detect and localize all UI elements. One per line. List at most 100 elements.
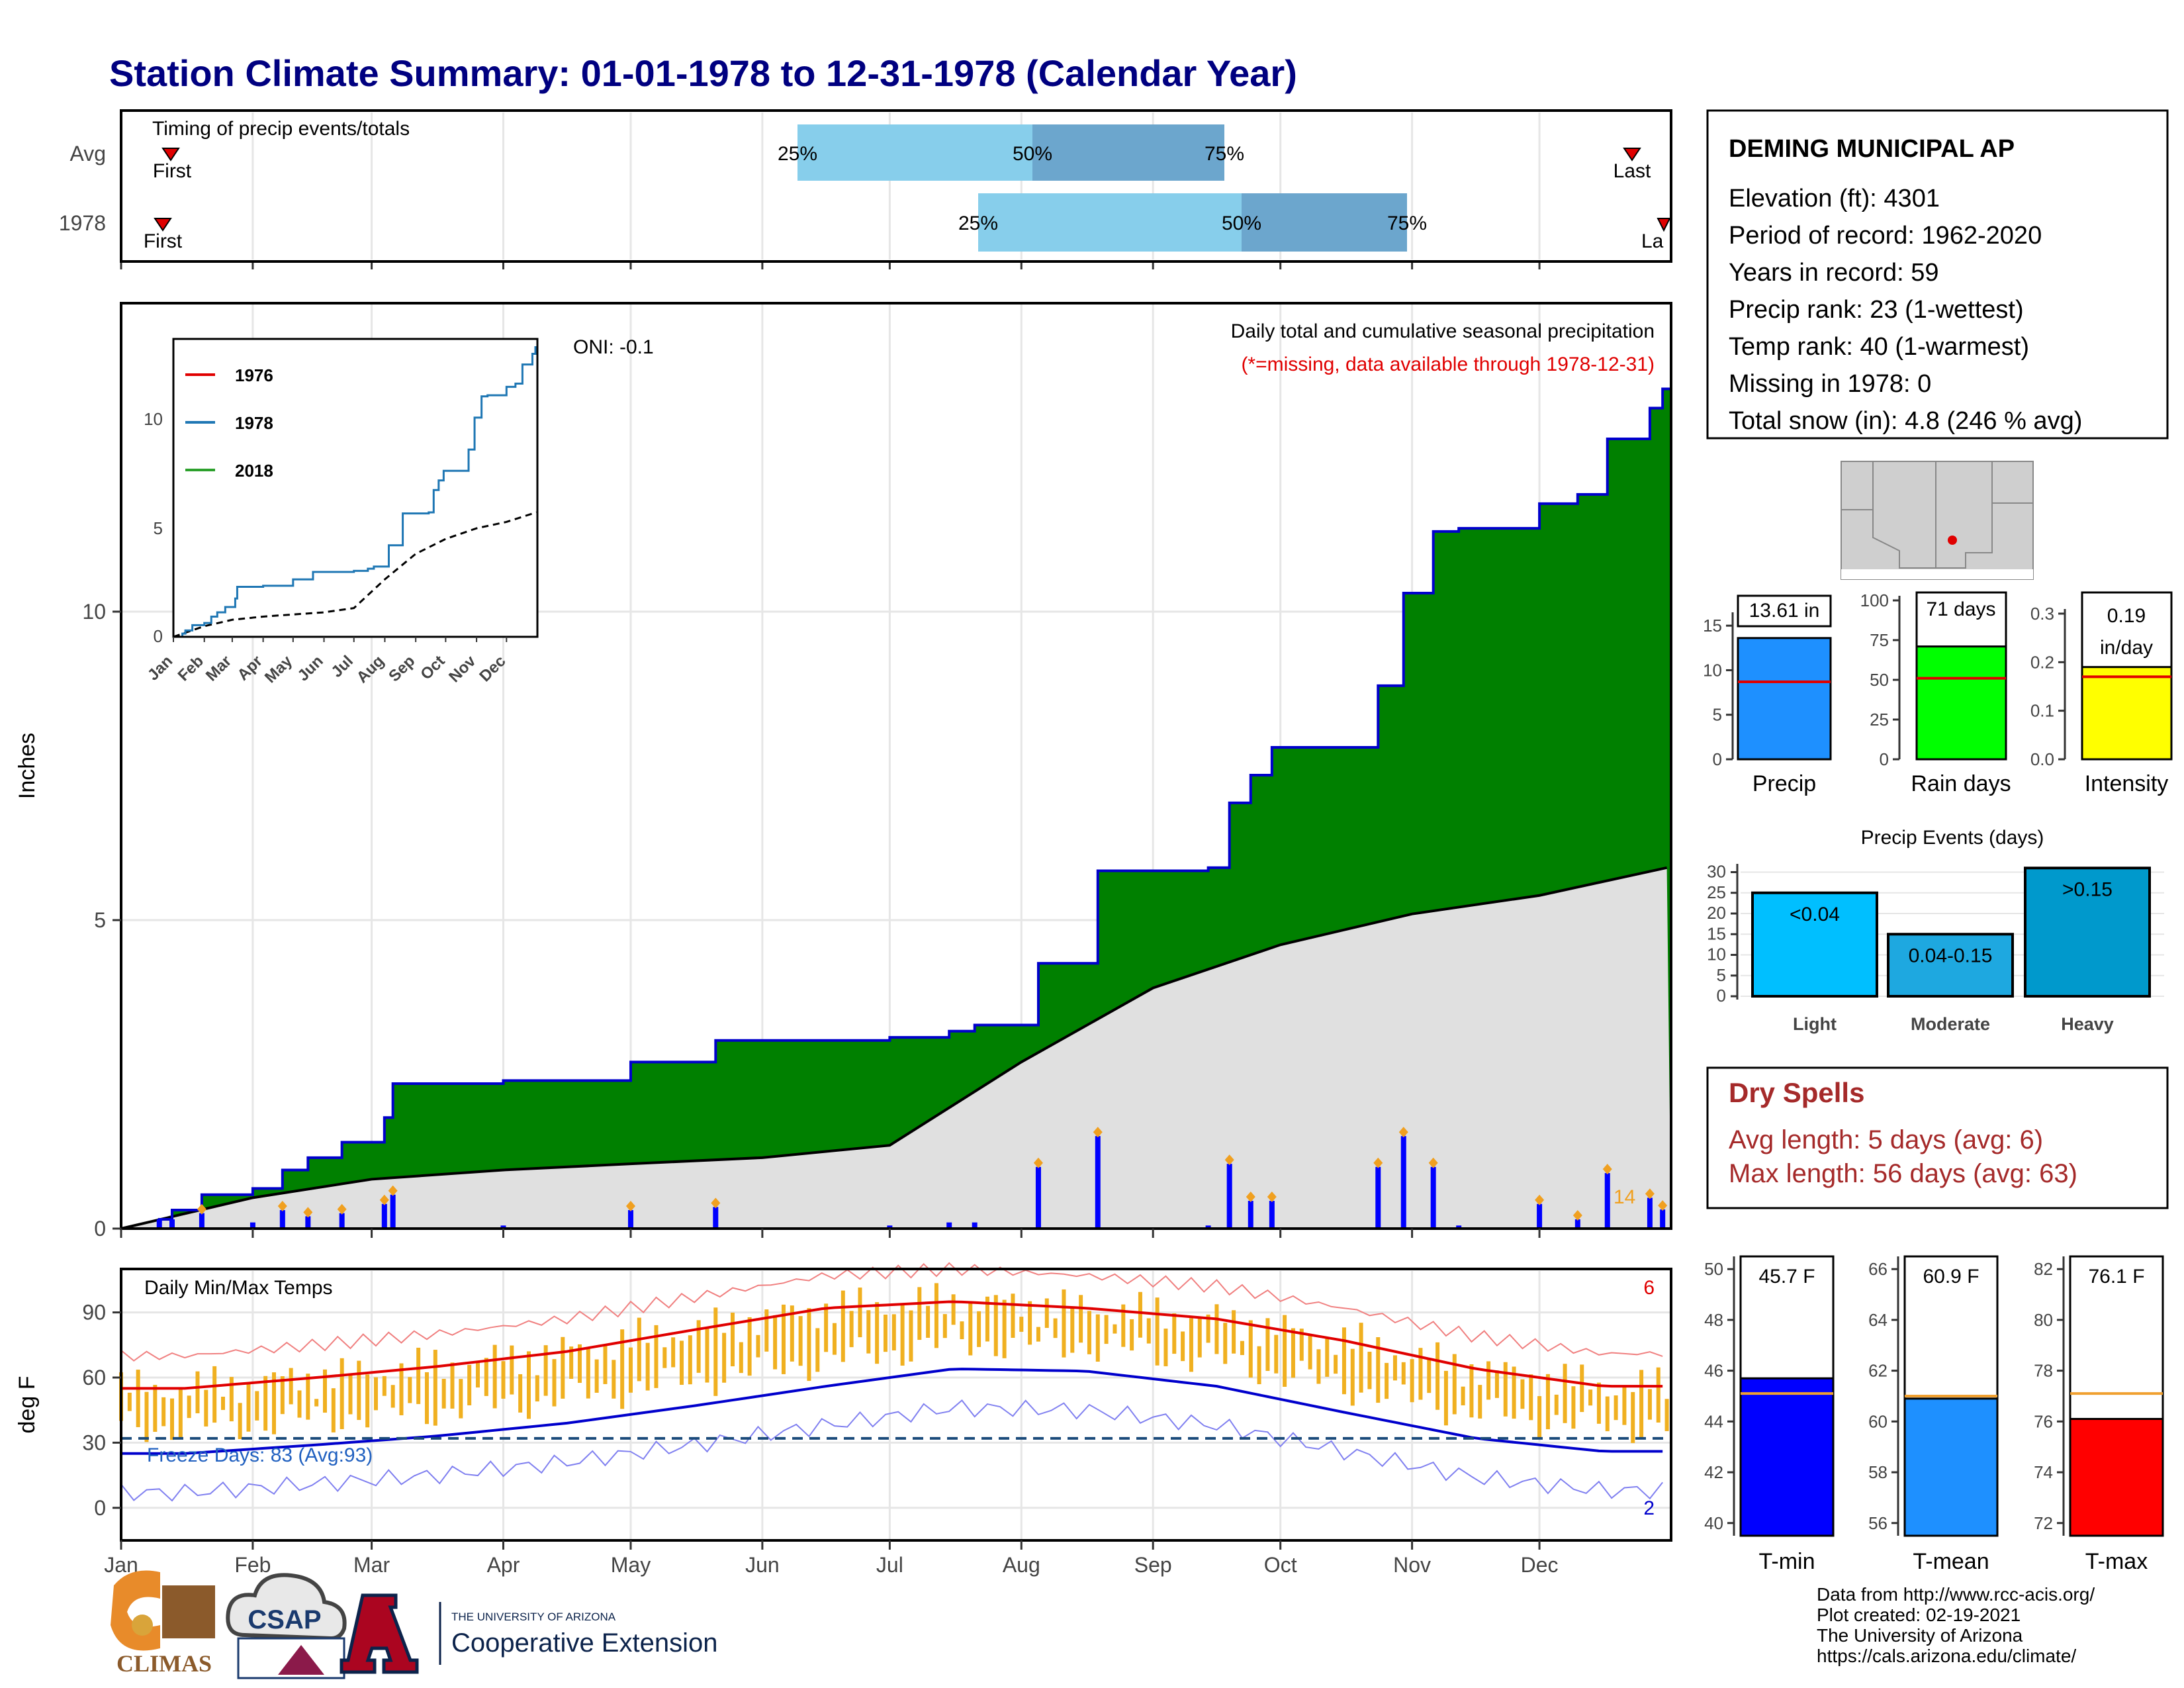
temp-daily-range-bar (1011, 1293, 1015, 1338)
station-missing: Missing in 1978: 0 (1729, 370, 1931, 398)
precip-heavy-marker (197, 1203, 206, 1215)
temp-daily-range-bar (399, 1363, 404, 1416)
precip-ylabel: Inches (15, 733, 40, 799)
events-bar-text-moderate: 0.04-0.15 (1909, 945, 1993, 966)
temp-daily-range-bar (1070, 1307, 1075, 1353)
timing-1978-q25-q50 (978, 193, 1242, 252)
temp-daily-range-bar (1486, 1361, 1491, 1400)
timing-1978-q75-label: 75% (1387, 212, 1427, 234)
temp-ylabel: deg F (15, 1376, 40, 1434)
temp-daily-range-bar (671, 1337, 676, 1368)
temp-ytick-label-60: 60 (82, 1366, 106, 1389)
temp-daily-range-bar (1062, 1289, 1066, 1358)
temp-daily-range-bar (1622, 1387, 1627, 1425)
rain-days-bar (1915, 645, 2007, 761)
temp-daily-range-bar (1155, 1297, 1160, 1366)
temp-daily-range-bar (1520, 1379, 1525, 1409)
station-info-box: DEMING MUNICIPAL AP Elevation (ft): 4301… (1706, 109, 2169, 440)
temp-daily-range-bar (1197, 1317, 1202, 1358)
temp-daily-range-bar (756, 1335, 760, 1358)
temp-daily-range-bar (815, 1328, 820, 1372)
temp-daily-range-bar (1232, 1310, 1236, 1354)
temp-daily-range-bar (620, 1329, 625, 1409)
temp-summary-tick-label: 66 (1868, 1259, 1888, 1279)
temp-daily-range-bar (713, 1307, 718, 1396)
temp-daily-range-bar (1248, 1320, 1253, 1378)
precip-cumulative-areas (120, 387, 1671, 1230)
timing-1978-q50-label: 50% (1222, 212, 1261, 234)
temp-summary-tick-label: 76 (2034, 1411, 2053, 1431)
timing-1978-q25-label: 25% (958, 212, 998, 234)
temp-daily-range-bar (424, 1372, 429, 1425)
precip-daily-bar (500, 1225, 506, 1229)
temp-summary-value-t-min: 45.7 F (1758, 1266, 1815, 1288)
temp-daily-range-bar (1214, 1304, 1219, 1354)
precip-heavy-marker (711, 1197, 721, 1209)
precip-daily-bar (1035, 1166, 1041, 1229)
temp-daily-range-bar (518, 1374, 523, 1413)
temp-daily-range-bar (475, 1362, 480, 1388)
precip-panel: 0 5 10 Inches ONI: -0.1 Daily total and cu… (15, 302, 1672, 1241)
temp-daily-range-bar (696, 1320, 701, 1373)
summary-tick-label: 25 (1870, 710, 1889, 729)
page-title: Station Climate Summary: 01-01-1978 to 1… (109, 52, 1297, 94)
temp-daily-range-bar (1537, 1396, 1542, 1438)
temp-daily-range-bar (569, 1346, 574, 1379)
precip-heavy-marker (1658, 1200, 1668, 1211)
precip-daily-bar (1604, 1173, 1610, 1229)
temp-record-max-line (120, 1262, 1663, 1362)
footer-line-2: Plot created: 02-19-2021 (1817, 1605, 2021, 1625)
temp-daily-range-bar (263, 1376, 268, 1431)
timing-avg-first-label: First (153, 160, 192, 182)
events-tick-label: 25 (1707, 882, 1726, 902)
precip-total-ticks: 0 5 10 15 (1703, 616, 1733, 769)
temp-daily-range-bar (688, 1335, 692, 1385)
temp-summary-label-t-min: T-min (1759, 1549, 1815, 1574)
temp-daily-range-bar (1605, 1396, 1610, 1432)
temp-daily-range-bar (798, 1316, 803, 1366)
temp-daily-range-bar (1443, 1370, 1448, 1426)
precip-daily-bar (1269, 1201, 1275, 1229)
temp-daily-range-bar (390, 1385, 395, 1408)
timing-avg-q75-label: 75% (1205, 143, 1244, 165)
temp-daily-range-bar (960, 1321, 964, 1340)
precip-events-chart: Precip Events (days) <0.04 Light 0.04-0.15… (1707, 827, 2164, 1034)
temp-daily-range-bar (467, 1364, 472, 1405)
precip-daily-bar (1095, 1136, 1101, 1229)
temp-daily-range-bar (1274, 1335, 1279, 1374)
temp-daily-range-bar (1571, 1386, 1576, 1429)
precip-heavy-marker (1224, 1154, 1234, 1166)
temp-lines (120, 1262, 1671, 1502)
temp-summary-bar-t-mean (1903, 1397, 1999, 1537)
events-bar-text-light: <0.04 (1790, 904, 1840, 925)
temp-daily-range-bar (1512, 1366, 1516, 1419)
temp-summary-tick-label: 74 (2034, 1462, 2053, 1482)
temp-daily-range-bar (161, 1397, 166, 1427)
temp-daily-range-bar (526, 1351, 531, 1419)
logos: CLIMAS CSAP THE UNIVERSITY OF ARIZONA Co… (111, 1570, 717, 1679)
temp-summary-label-t-mean: T-mean (1913, 1549, 1989, 1574)
climas-logo-block (162, 1585, 215, 1638)
temp-daily-range-bar (1410, 1359, 1414, 1403)
timing-avg-q25-label: 25% (778, 143, 817, 165)
temp-daily-range-bar (1588, 1389, 1593, 1406)
temp-daily-range-bar (1079, 1295, 1083, 1343)
temp-daily-range-bar (357, 1360, 361, 1421)
precip-events-bars: <0.04 Light 0.04-0.15 Moderate >0.15 Heavy (1751, 867, 2151, 1034)
temp-daily-range-bar (1478, 1385, 1482, 1419)
precip-daily-bar (1574, 1219, 1580, 1229)
temp-daily-range-bar (1206, 1314, 1210, 1343)
precip-heavy-marker (1572, 1210, 1582, 1221)
dry-spells-frame (1706, 1066, 2169, 1209)
temp-daily-range-bar (1104, 1315, 1109, 1344)
temp-daily-range-bar (1223, 1323, 1228, 1364)
temp-daily-range-bar (459, 1379, 463, 1419)
precip-daily-bar (713, 1207, 719, 1229)
temp-daily-range-bar (1121, 1304, 1126, 1347)
precip-heavy-marker (337, 1203, 347, 1215)
temp-axis-ticks: 0 30 60 90 (82, 1301, 1541, 1550)
precip-daily-bar (1647, 1197, 1653, 1229)
rain-days-label: Rain days (1911, 771, 2011, 796)
summary-tick-label: 0.3 (2030, 604, 2054, 624)
